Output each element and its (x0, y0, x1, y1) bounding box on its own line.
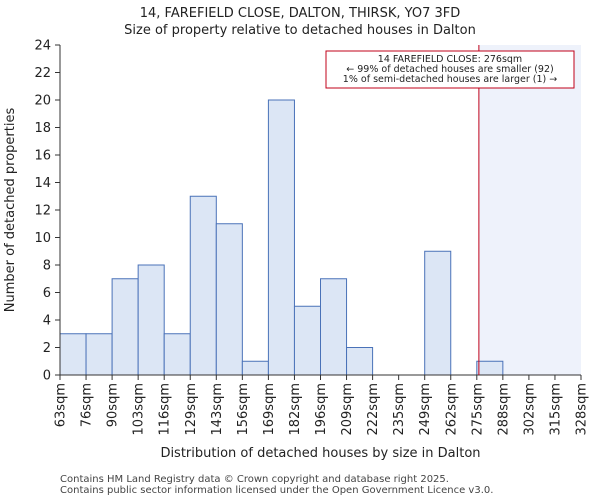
x-tick-label: 222sqm (366, 383, 381, 436)
x-tick-label: 275sqm (470, 383, 485, 436)
x-tick-label: 63sqm (54, 383, 69, 427)
y-tick-label: 12 (34, 204, 51, 219)
x-tick-label: 76sqm (80, 383, 95, 427)
x-tick-label: 196sqm (314, 383, 329, 436)
x-tick-label: 249sqm (418, 383, 433, 436)
x-tick-label: 328sqm (575, 383, 590, 436)
bar-90sqm (111, 278, 139, 376)
bar-182sqm (293, 305, 322, 376)
x-tick-label: 288sqm (496, 383, 511, 436)
bar-196sqm (320, 278, 348, 376)
bar-129sqm (189, 195, 217, 376)
x-tick-label: 129sqm (184, 383, 199, 436)
y-tick-label: 4 (43, 314, 51, 329)
y-tick-label: 14 (34, 176, 51, 191)
bar-103sqm (137, 264, 165, 376)
bar-209sqm (346, 347, 374, 376)
chart-subtitle: Size of property relative to detached ho… (124, 23, 476, 38)
y-tick-label: 20 (34, 94, 51, 109)
y-tick-label: 8 (43, 259, 51, 274)
y-tick-label: 22 (34, 66, 51, 81)
x-tick-label: 116sqm (158, 383, 173, 436)
x-tick-label: 262sqm (444, 383, 459, 436)
x-tick-label: 90sqm (106, 383, 121, 427)
x-tick-label: 235sqm (392, 383, 407, 436)
y-tick-label: 0 (43, 369, 51, 384)
annotation-line-3: 1% of semi-detached houses are larger (1… (343, 74, 557, 85)
y-tick-label: 2 (43, 341, 51, 356)
bar-275sqm (476, 360, 504, 376)
bar-169sqm (267, 99, 295, 376)
bar-143sqm (215, 223, 243, 376)
footer-licence: Contains public sector information licen… (60, 485, 494, 496)
annotation-line-1: 14 FAREFIELD CLOSE: 276sqm (378, 54, 522, 65)
highlight-region (478, 45, 581, 375)
bar-76sqm (85, 333, 113, 376)
footer-copyright: Contains HM Land Registry data © Crown c… (60, 474, 449, 485)
y-tick-label: 6 (43, 286, 51, 301)
y-tick-label: 16 (34, 149, 51, 164)
y-tick-label: 18 (34, 121, 51, 136)
x-tick-label: 103sqm (132, 383, 147, 436)
y-tick-label: 10 (34, 231, 51, 246)
x-tick-label: 169sqm (262, 383, 277, 436)
x-tick-label: 182sqm (288, 383, 303, 436)
x-axis-label: Distribution of detached houses by size … (160, 446, 480, 461)
chart-title: 14, FAREFIELD CLOSE, DALTON, THIRSK, YO7… (139, 6, 461, 21)
bar-249sqm (424, 250, 452, 376)
bar-63sqm (59, 333, 87, 376)
x-tick-label: 302sqm (522, 383, 537, 436)
bar-156sqm (241, 360, 269, 376)
y-tick-label: 24 (34, 39, 51, 54)
y-axis-label: Number of detached properties (3, 108, 18, 313)
x-tick-label: 156sqm (236, 383, 251, 436)
bar-116sqm (163, 333, 191, 376)
x-tick-label: 209sqm (340, 383, 355, 436)
annotation-box: 14 FAREFIELD CLOSE: 276sqm ← 99% of deta… (325, 50, 575, 89)
x-tick-label: 315sqm (548, 383, 563, 436)
annotation-line-2: ← 99% of detached houses are smaller (92… (346, 64, 553, 75)
x-tick-label: 143sqm (210, 383, 225, 436)
